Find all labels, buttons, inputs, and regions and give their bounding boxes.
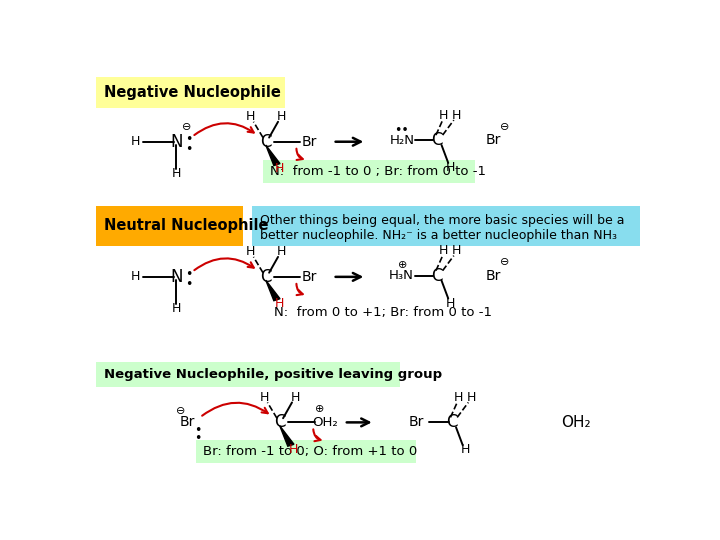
Text: H: H bbox=[172, 167, 181, 180]
FancyBboxPatch shape bbox=[96, 206, 243, 246]
Text: •: • bbox=[185, 133, 192, 146]
Text: C: C bbox=[260, 133, 271, 151]
Text: Neutral Nucleophile: Neutral Nucleophile bbox=[104, 218, 269, 233]
Text: H: H bbox=[439, 109, 449, 122]
Text: H: H bbox=[275, 162, 284, 176]
Polygon shape bbox=[280, 426, 294, 446]
Text: H: H bbox=[276, 110, 286, 123]
Text: ⊖: ⊖ bbox=[182, 122, 192, 132]
Text: Negative Nucleophile: Negative Nucleophile bbox=[104, 85, 281, 100]
Polygon shape bbox=[266, 145, 280, 166]
FancyBboxPatch shape bbox=[96, 77, 285, 109]
Text: C: C bbox=[446, 414, 457, 431]
Text: H: H bbox=[246, 245, 255, 259]
Text: Br: Br bbox=[409, 415, 424, 429]
Text: •: • bbox=[194, 424, 202, 437]
Text: OH₂: OH₂ bbox=[312, 416, 338, 429]
Text: H: H bbox=[276, 245, 286, 259]
Text: H: H bbox=[460, 443, 469, 456]
Text: Br: Br bbox=[485, 268, 500, 282]
FancyBboxPatch shape bbox=[252, 206, 639, 246]
Text: Br: Br bbox=[302, 270, 317, 284]
Text: H: H bbox=[275, 298, 284, 310]
Text: •: • bbox=[185, 143, 192, 156]
Text: Negative Nucleophile, positive leaving group: Negative Nucleophile, positive leaving g… bbox=[104, 368, 442, 381]
Text: H: H bbox=[289, 443, 298, 456]
Text: H: H bbox=[259, 391, 269, 404]
Text: H: H bbox=[131, 271, 140, 284]
Text: H: H bbox=[446, 161, 455, 174]
Text: C: C bbox=[260, 268, 271, 286]
Text: ⊕: ⊕ bbox=[397, 260, 408, 270]
Text: ⊕: ⊕ bbox=[315, 404, 325, 414]
Text: •: • bbox=[185, 268, 192, 281]
Text: better nucleophile. NH₂⁻ is a better nucleophile than NH₃: better nucleophile. NH₂⁻ is a better nuc… bbox=[260, 229, 617, 242]
Text: N:  from -1 to 0 ; Br: from 0 to -1: N: from -1 to 0 ; Br: from 0 to -1 bbox=[270, 165, 486, 178]
Polygon shape bbox=[266, 280, 280, 301]
FancyBboxPatch shape bbox=[263, 160, 475, 183]
Text: ⊖: ⊖ bbox=[500, 122, 510, 132]
Text: ⊖: ⊖ bbox=[500, 257, 510, 267]
Text: H: H bbox=[446, 296, 455, 309]
FancyBboxPatch shape bbox=[96, 362, 400, 387]
Text: H: H bbox=[172, 302, 181, 315]
Text: H: H bbox=[246, 110, 255, 123]
Text: H₂N: H₂N bbox=[390, 133, 415, 146]
Text: H: H bbox=[291, 391, 300, 404]
Text: C: C bbox=[274, 414, 285, 431]
Text: •: • bbox=[194, 431, 202, 444]
FancyBboxPatch shape bbox=[196, 440, 416, 463]
Text: H: H bbox=[439, 244, 449, 257]
Text: C: C bbox=[431, 131, 443, 149]
Text: H: H bbox=[467, 391, 476, 404]
Text: ⊖: ⊖ bbox=[176, 406, 186, 416]
Text: •: • bbox=[185, 278, 192, 291]
Text: C: C bbox=[431, 267, 443, 285]
Text: Br: from -1 to 0; O: from +1 to 0: Br: from -1 to 0; O: from +1 to 0 bbox=[203, 444, 417, 457]
Text: H: H bbox=[131, 135, 140, 148]
Text: ••: •• bbox=[394, 124, 409, 137]
Text: N: N bbox=[170, 133, 183, 151]
Text: Br: Br bbox=[485, 133, 500, 147]
Text: OH₂: OH₂ bbox=[561, 415, 590, 430]
Text: Br: Br bbox=[302, 134, 317, 149]
Text: H: H bbox=[452, 244, 462, 257]
Text: N:  from 0 to +1; Br: from 0 to -1: N: from 0 to +1; Br: from 0 to -1 bbox=[274, 306, 492, 319]
Text: Other things being equal, the more basic species will be a: Other things being equal, the more basic… bbox=[260, 214, 625, 227]
Text: N: N bbox=[170, 268, 183, 286]
Text: Br: Br bbox=[180, 415, 195, 429]
Text: H₃N: H₃N bbox=[389, 269, 414, 282]
Text: H: H bbox=[454, 391, 463, 404]
Text: H: H bbox=[452, 109, 462, 122]
